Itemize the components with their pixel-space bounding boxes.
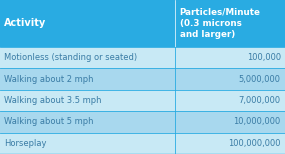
Bar	[0, 133, 285, 154]
Bar	[0, 90, 285, 111]
Bar	[0, 111, 285, 133]
Text: 10,000,000: 10,000,000	[233, 117, 281, 126]
Text: Particles/Minute
(0.3 microns
and larger): Particles/Minute (0.3 microns and larger…	[180, 8, 260, 39]
Text: 7,000,000: 7,000,000	[239, 96, 281, 105]
Text: 100,000,000: 100,000,000	[228, 139, 281, 148]
Text: Motionless (standing or seated): Motionless (standing or seated)	[4, 53, 137, 62]
Bar	[0, 0, 285, 47]
Text: Walking about 2 mph: Walking about 2 mph	[4, 75, 94, 84]
Text: 5,000,000: 5,000,000	[239, 75, 281, 84]
Bar	[0, 68, 285, 90]
Text: Walking about 3.5 mph: Walking about 3.5 mph	[4, 96, 102, 105]
Text: Activity: Activity	[4, 18, 46, 28]
Bar	[0, 47, 285, 68]
Text: 100,000: 100,000	[247, 53, 281, 62]
Text: Walking about 5 mph: Walking about 5 mph	[4, 117, 94, 126]
Text: Horseplay: Horseplay	[4, 139, 47, 148]
